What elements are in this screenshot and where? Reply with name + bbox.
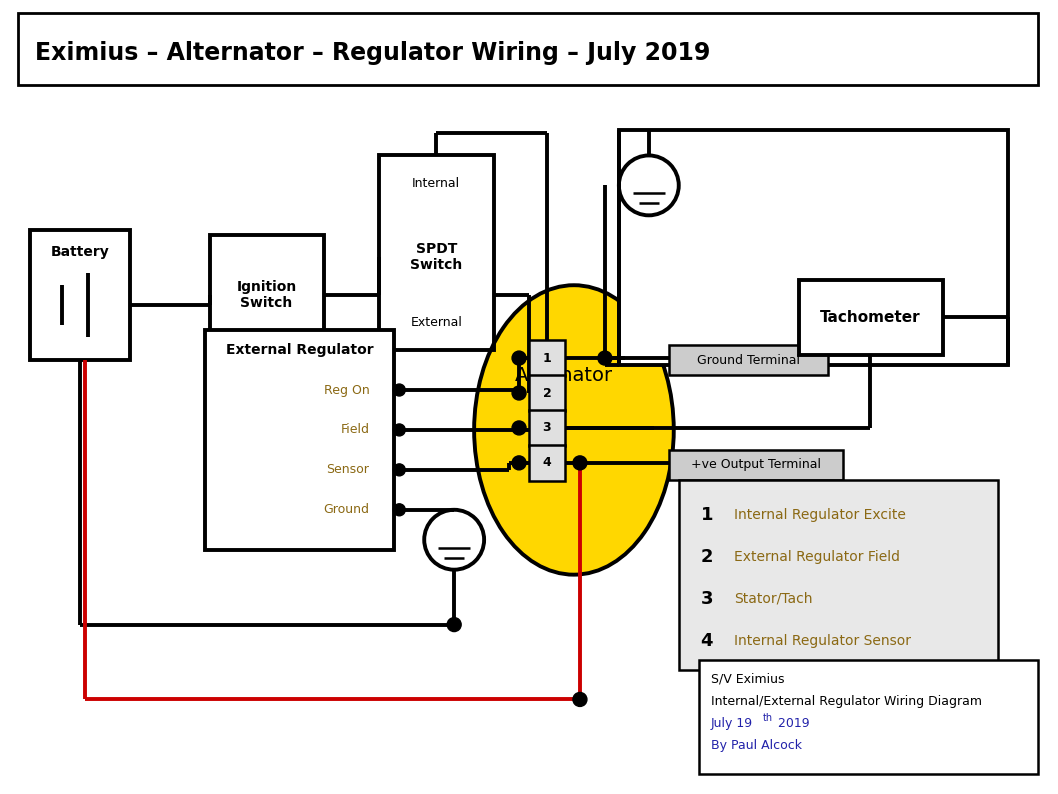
- Text: +ve Output Terminal: +ve Output Terminal: [691, 458, 821, 472]
- Bar: [799, 280, 944, 355]
- Circle shape: [448, 618, 461, 631]
- Circle shape: [394, 384, 405, 396]
- Text: 1: 1: [700, 506, 713, 524]
- Text: Sensor: Sensor: [327, 464, 369, 476]
- Text: External Regulator: External Regulator: [225, 343, 373, 357]
- Text: External: External: [411, 316, 462, 329]
- Bar: [679, 480, 998, 669]
- Text: 2: 2: [543, 387, 551, 399]
- Text: Field: Field: [341, 423, 369, 437]
- Circle shape: [512, 351, 526, 365]
- Circle shape: [512, 456, 526, 470]
- Bar: [380, 156, 494, 350]
- Text: SPDT
Switch: SPDT Switch: [411, 242, 462, 272]
- Circle shape: [598, 351, 612, 365]
- Bar: [529, 340, 565, 376]
- Bar: [30, 230, 130, 360]
- Circle shape: [394, 464, 405, 476]
- Circle shape: [512, 421, 526, 435]
- Circle shape: [573, 692, 587, 707]
- Ellipse shape: [474, 285, 674, 575]
- Bar: [529, 445, 565, 481]
- Circle shape: [394, 504, 405, 516]
- Text: By Paul Alcock: By Paul Alcock: [711, 739, 802, 752]
- Bar: [698, 660, 1038, 774]
- Text: 2019: 2019: [773, 717, 809, 730]
- Text: July 19: July 19: [711, 717, 753, 730]
- Bar: [669, 450, 843, 480]
- Text: 3: 3: [543, 422, 551, 434]
- Circle shape: [512, 386, 526, 400]
- Bar: [209, 235, 325, 355]
- Text: Ground Terminal: Ground Terminal: [697, 353, 800, 367]
- Text: Internal Regulator Excite: Internal Regulator Excite: [733, 508, 906, 522]
- Bar: [529, 375, 565, 411]
- Text: 4: 4: [543, 457, 551, 469]
- Text: Ignition
Switch: Ignition Switch: [236, 280, 296, 310]
- Text: 1: 1: [543, 352, 551, 364]
- Text: Ground: Ground: [324, 503, 369, 516]
- Text: Battery: Battery: [51, 245, 109, 260]
- Text: 4: 4: [700, 631, 713, 649]
- Text: Stator/Tach: Stator/Tach: [733, 592, 813, 606]
- Bar: [619, 130, 1008, 365]
- Text: 3: 3: [700, 590, 713, 607]
- Text: Internal: Internal: [413, 177, 460, 190]
- Text: th: th: [763, 714, 772, 723]
- Text: Eximius – Alternator – Regulator Wiring – July 2019: Eximius – Alternator – Regulator Wiring …: [35, 40, 710, 64]
- Text: S/V Eximius: S/V Eximius: [711, 673, 784, 686]
- Circle shape: [573, 456, 587, 470]
- Text: Internal Regulator Sensor: Internal Regulator Sensor: [733, 634, 911, 648]
- Circle shape: [513, 352, 525, 364]
- Text: Internal/External Regulator Wiring Diagram: Internal/External Regulator Wiring Diagr…: [711, 695, 982, 708]
- Text: External Regulator Field: External Regulator Field: [733, 549, 899, 564]
- Bar: [529, 410, 565, 446]
- Bar: [204, 330, 395, 549]
- Bar: [18, 13, 1038, 85]
- Text: Tachometer: Tachometer: [820, 310, 920, 325]
- Circle shape: [394, 424, 405, 436]
- Text: Reg On: Reg On: [324, 384, 369, 396]
- Text: Alternator: Alternator: [515, 365, 613, 384]
- Text: 2: 2: [700, 548, 713, 565]
- Bar: [669, 345, 828, 375]
